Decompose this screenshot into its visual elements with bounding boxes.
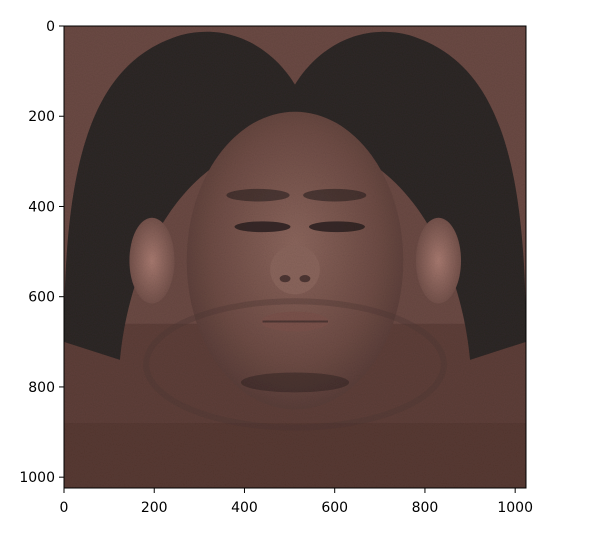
left-brow [226, 188, 290, 202]
x-axis: 0 200 400 600 800 1000 [60, 488, 533, 516]
x-tick-label: 600 [321, 500, 348, 516]
nostril-left [279, 275, 291, 283]
y-tick-label: 0 [46, 19, 55, 35]
y-tick-label: 200 [28, 109, 55, 125]
y-tick-label: 600 [28, 290, 55, 306]
y-tick-label: 800 [28, 380, 55, 396]
x-tick-label: 200 [141, 500, 168, 516]
right-brow [303, 188, 367, 202]
axes-frame [63, 25, 527, 489]
nostril-right [299, 275, 311, 283]
x-tick-label: 0 [60, 500, 69, 516]
left-ear [129, 217, 175, 304]
y-axis: 0 200 400 600 800 1000 [19, 19, 64, 486]
hair-region [64, 31, 526, 360]
left-eye [234, 221, 291, 233]
x-tick-label: 400 [231, 500, 258, 516]
texture-image [64, 26, 526, 488]
x-tick-label: 800 [412, 500, 439, 516]
right-ear [415, 217, 462, 304]
jaw-contour [143, 298, 447, 431]
texture-content [64, 26, 526, 488]
x-tick-label: 1000 [497, 500, 533, 516]
right-eye [308, 221, 365, 233]
y-tick-label: 400 [28, 199, 55, 215]
nose [270, 244, 320, 295]
y-tick-label: 1000 [19, 470, 55, 486]
shoulder-region [64, 423, 526, 488]
chin-shadow [240, 372, 350, 393]
